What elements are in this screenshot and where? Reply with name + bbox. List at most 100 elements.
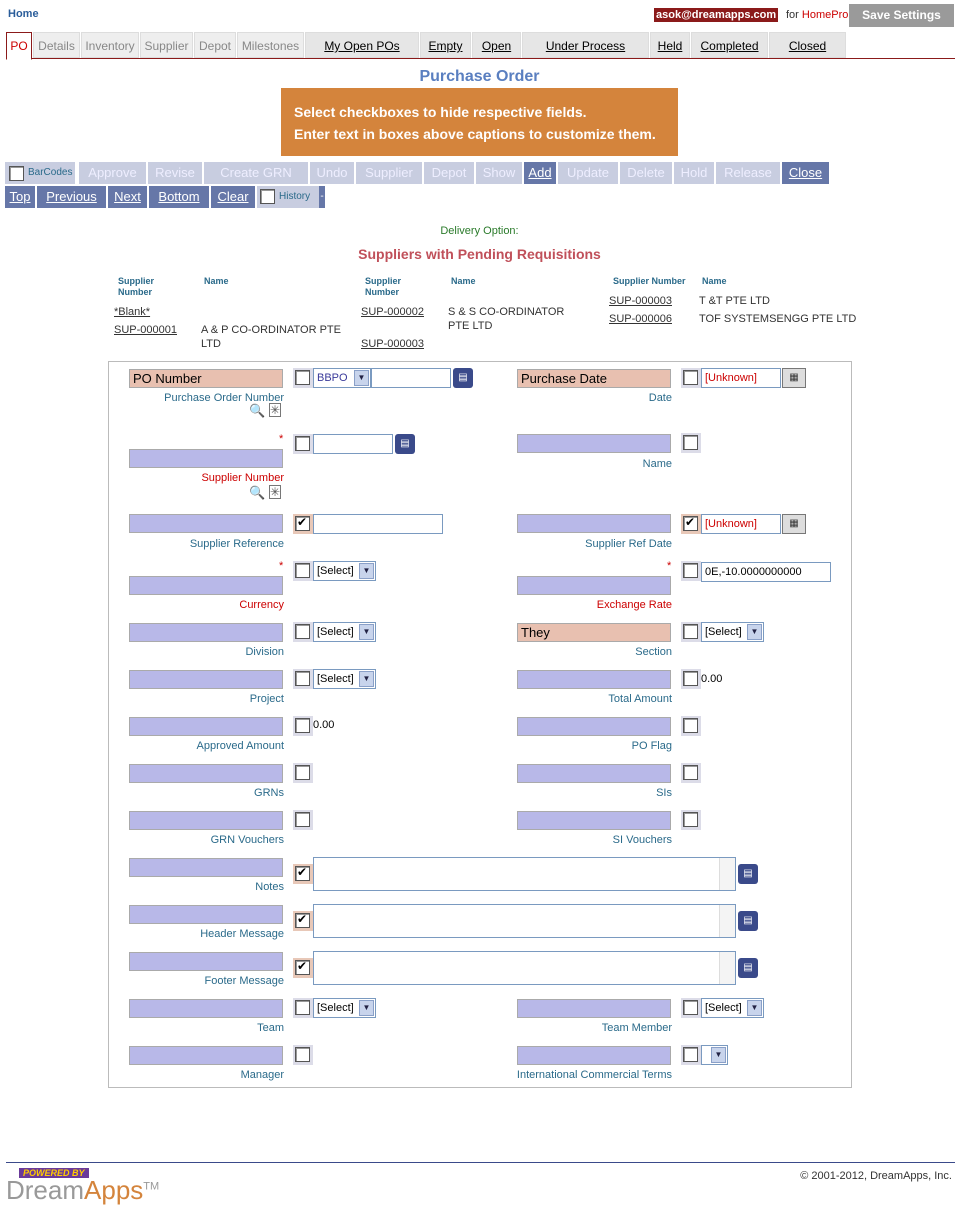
currency-select[interactable]: [Select] ▼ xyxy=(313,561,376,581)
supplier-number-caption[interactable] xyxy=(129,449,283,468)
sis-hide-checkbox[interactable] xyxy=(683,765,698,780)
team-member-select[interactable]: [Select] ▼ xyxy=(701,998,764,1018)
division-select[interactable]: [Select] ▼ xyxy=(313,622,376,642)
supplier-button[interactable]: Supplier xyxy=(356,162,424,184)
name-caption[interactable] xyxy=(517,434,671,453)
grnv-hide-checkbox[interactable] xyxy=(295,812,310,827)
undo-button[interactable]: Undo xyxy=(310,162,356,184)
supplier-link-blank[interactable]: *Blank* xyxy=(114,306,151,318)
save-settings-button[interactable]: Save Settings xyxy=(849,4,954,27)
queue-closed[interactable]: Closed xyxy=(769,32,846,58)
queue-my-open-pos[interactable]: My Open POs xyxy=(305,32,419,58)
create-grn-button[interactable]: Create GRN xyxy=(204,162,310,184)
add-button[interactable]: Add xyxy=(524,162,558,184)
tab-inventory[interactable]: Inventory xyxy=(81,32,139,58)
team-hide-checkbox[interactable] xyxy=(295,1000,310,1015)
exrate-hide-checkbox[interactable] xyxy=(683,563,698,578)
approved-amount-caption[interactable] xyxy=(129,717,283,736)
team-select[interactable]: [Select] ▼ xyxy=(313,998,376,1018)
tab-depot[interactable]: Depot xyxy=(194,32,236,58)
queue-open[interactable]: Open xyxy=(472,32,521,58)
tab-po[interactable]: PO xyxy=(6,32,32,60)
tab-supplier[interactable]: Supplier xyxy=(140,32,193,58)
notes-icon[interactable]: ▤ xyxy=(738,864,758,884)
history-extra[interactable]: - xyxy=(319,186,327,208)
hmsg-hide-checkbox[interactable] xyxy=(295,912,310,928)
scrollbar[interactable] xyxy=(719,858,735,890)
grns-caption[interactable] xyxy=(129,764,283,783)
inco-hide-checkbox[interactable] xyxy=(683,1047,698,1062)
notes-icon[interactable]: ▤ xyxy=(395,434,415,454)
queue-held[interactable]: Held xyxy=(650,32,690,58)
grns-hide-checkbox[interactable] xyxy=(295,765,310,780)
team-member-caption[interactable] xyxy=(517,999,671,1018)
purchase-date-caption[interactable]: Purchase Date xyxy=(517,369,671,388)
si-vouchers-caption[interactable] xyxy=(517,811,671,830)
po-flag-caption[interactable] xyxy=(517,717,671,736)
po-number-hide-checkbox[interactable] xyxy=(295,370,310,385)
total-hide-checkbox[interactable] xyxy=(683,671,698,686)
close-button[interactable]: Close xyxy=(782,162,831,184)
section-hide-checkbox[interactable] xyxy=(683,624,698,639)
supplier-link-000002[interactable]: SUP-000002 xyxy=(361,306,424,318)
supplier-ref-date-input[interactable]: [Unknown] xyxy=(701,514,781,534)
tab-details[interactable]: Details xyxy=(33,32,80,58)
notes-icon[interactable]: ▤ xyxy=(738,958,758,978)
sis-caption[interactable] xyxy=(517,764,671,783)
name-hide-checkbox[interactable] xyxy=(683,435,698,450)
show-button[interactable]: Show xyxy=(476,162,524,184)
date-input[interactable]: [Unknown] xyxy=(701,368,781,388)
notes-icon[interactable]: ▤ xyxy=(453,368,473,388)
supplier-reference-input[interactable] xyxy=(313,514,443,534)
refdate-hide-checkbox[interactable] xyxy=(683,515,698,531)
footer-message-caption[interactable] xyxy=(129,952,283,971)
header-message-textarea[interactable] xyxy=(313,904,736,938)
exchange-rate-caption[interactable] xyxy=(517,576,671,595)
fmsg-hide-checkbox[interactable] xyxy=(295,959,310,975)
supplier-link-000006[interactable]: SUP-000006 xyxy=(609,313,672,325)
clear-button[interactable]: Clear xyxy=(211,186,257,208)
project-caption[interactable] xyxy=(129,670,283,689)
history-checkbox[interactable] xyxy=(260,189,275,204)
top-button[interactable]: Top xyxy=(5,186,37,208)
po-number-caption[interactable]: PO Number xyxy=(129,369,283,388)
supplier-reference-caption[interactable] xyxy=(129,514,283,533)
new-doc-icon[interactable]: ✳ xyxy=(269,403,281,417)
po-prefix-select[interactable]: BBPO ▼ xyxy=(313,368,371,388)
history-toggle[interactable]: History xyxy=(257,186,319,208)
scrollbar[interactable] xyxy=(719,952,735,984)
supplier-link-000003a[interactable]: SUP-000003 xyxy=(361,338,424,350)
header-message-caption[interactable] xyxy=(129,905,283,924)
previous-button[interactable]: Previous xyxy=(37,186,108,208)
siv-hide-checkbox[interactable] xyxy=(683,812,698,827)
new-doc-icon[interactable]: ✳ xyxy=(269,485,281,499)
notes-caption[interactable] xyxy=(129,858,283,877)
tm-hide-checkbox[interactable] xyxy=(683,1000,698,1015)
project-hide-checkbox[interactable] xyxy=(295,671,310,686)
delete-button[interactable]: Delete xyxy=(620,162,674,184)
bottom-button[interactable]: Bottom xyxy=(149,186,211,208)
po-number-input[interactable] xyxy=(371,368,451,388)
mgr-hide-checkbox[interactable] xyxy=(295,1047,310,1062)
notes-hide-checkbox[interactable] xyxy=(295,865,310,881)
division-hide-checkbox[interactable] xyxy=(295,624,310,639)
search-icon[interactable]: 🔍 xyxy=(249,403,266,418)
notes-textarea[interactable] xyxy=(313,857,736,891)
queue-completed[interactable]: Completed xyxy=(691,32,768,58)
queue-empty[interactable]: Empty xyxy=(420,32,471,58)
section-caption[interactable]: They xyxy=(517,623,671,642)
calendar-icon[interactable]: ▦ xyxy=(782,368,806,388)
notes-icon[interactable]: ▤ xyxy=(738,911,758,931)
incoterms-select[interactable]: ▼ xyxy=(701,1045,728,1065)
depot-button[interactable]: Depot xyxy=(424,162,476,184)
supref-hide-checkbox[interactable] xyxy=(295,515,310,531)
supplier-link-000001[interactable]: SUP-000001 xyxy=(114,324,177,336)
queue-under-process[interactable]: Under Process xyxy=(522,32,649,58)
update-button[interactable]: Update xyxy=(558,162,620,184)
currency-hide-checkbox[interactable] xyxy=(295,563,310,578)
poflag-hide-checkbox[interactable] xyxy=(683,718,698,733)
project-select[interactable]: [Select] ▼ xyxy=(313,669,376,689)
tab-milestones[interactable]: Milestones xyxy=(237,32,304,58)
scrollbar[interactable] xyxy=(719,905,735,937)
manager-caption[interactable] xyxy=(129,1046,283,1065)
